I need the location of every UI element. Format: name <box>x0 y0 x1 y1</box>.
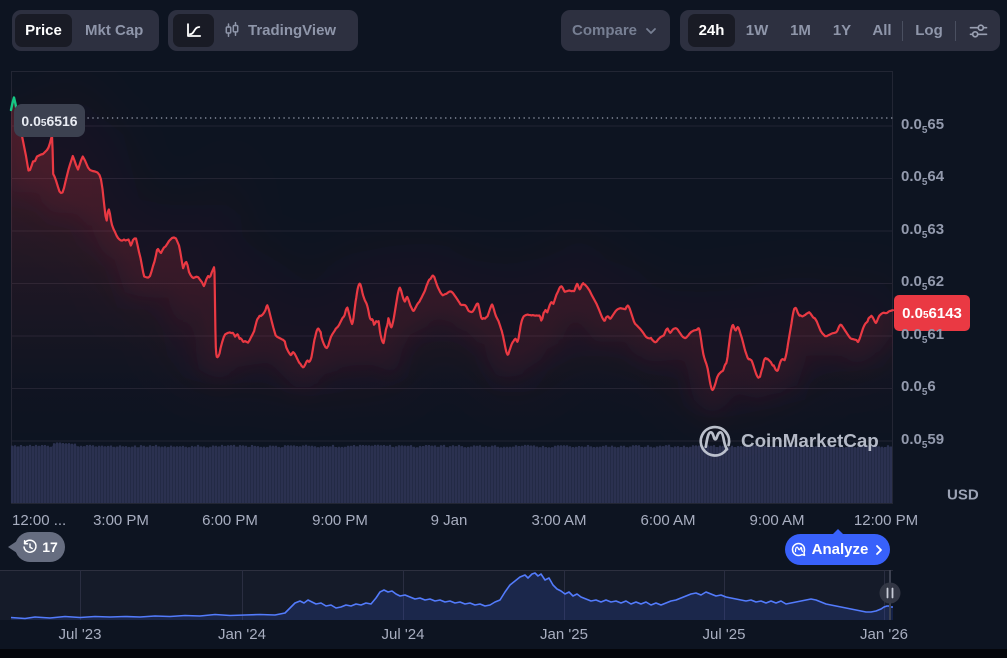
svg-text:CoinMarketCap: CoinMarketCap <box>741 430 879 451</box>
